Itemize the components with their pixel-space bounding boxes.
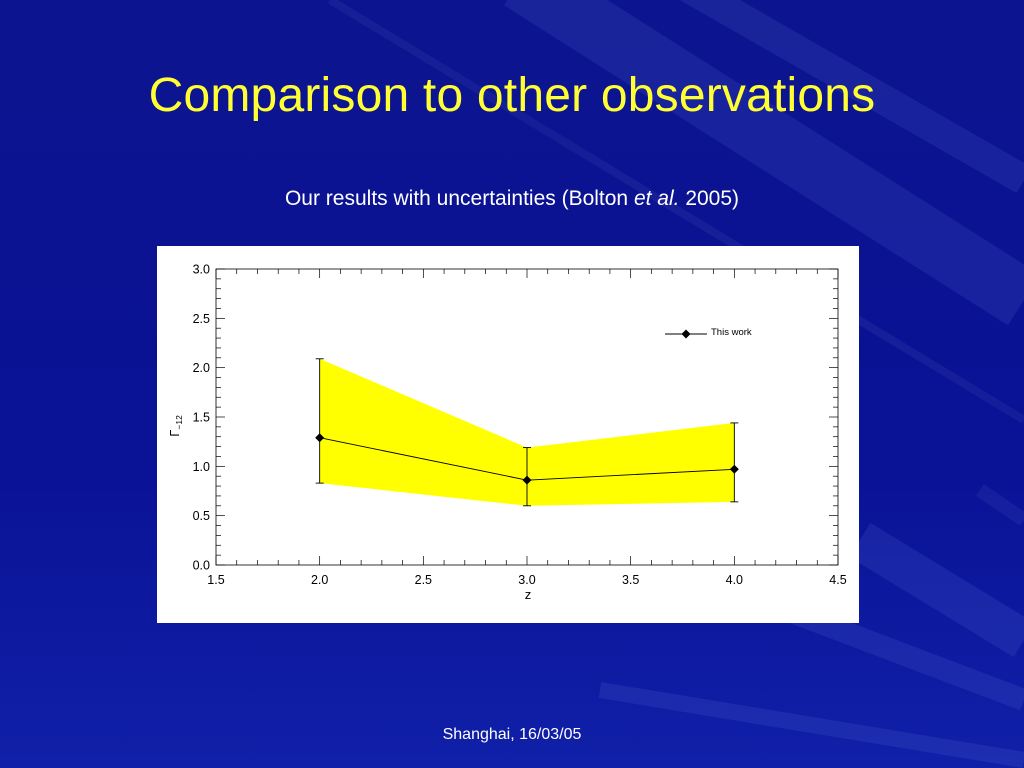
data-point-diamond: [315, 433, 325, 443]
y-tick-label: 3.0: [193, 263, 210, 277]
subtitle-italic: et al.: [633, 187, 680, 210]
y-tick-label: 0.0: [193, 559, 210, 573]
y-axis-label-main: Γ: [167, 430, 182, 437]
data-point-diamond: [522, 475, 532, 485]
y-axis-label: Γ−12: [167, 415, 184, 437]
data-point-diamond: [729, 464, 739, 474]
slide-subtitle: Our results with uncertainties (Bolton e…: [0, 187, 1024, 211]
y-tick-label: 2.0: [193, 361, 210, 375]
x-tick-label: 1.5: [207, 573, 224, 587]
chart-container: 1.5 2.0 2.5 3.0 3.5 4.0 4.5 0.0 0.5 1.0 1.5 2.0 2.5 3…: [157, 246, 859, 623]
y-tick-label: 0.5: [193, 509, 210, 523]
x-tick-label: 2.5: [415, 573, 432, 587]
x-tick-label: 4.0: [726, 573, 743, 587]
chart-svg: 1.5 2.0 2.5 3.0 3.5 4.0 4.5 0.0 0.5 1.0 1.5 2.0 2.5 3…: [167, 263, 847, 603]
plot-frame: [215, 268, 839, 566]
legend-marker: [681, 329, 691, 339]
x-tick-label: 3.0: [518, 573, 535, 587]
x-tick-label: 4.5: [829, 573, 846, 587]
y-axis-label-sub: −12: [174, 415, 184, 430]
slide-title: Comparison to other observations: [148, 69, 876, 122]
x-tick-label: 3.5: [622, 573, 639, 587]
uncertainty-band: [319, 358, 735, 506]
x-tick-label: 2.0: [311, 573, 328, 587]
subtitle-year: 2005): [679, 187, 740, 210]
slide-footer: Shanghai, 16/03/05: [442, 726, 582, 743]
y-tick-label: 2.5: [193, 312, 210, 326]
y-tick-label: 1.0: [193, 460, 210, 474]
legend-label: This work: [711, 327, 752, 338]
x-axis-label: z: [525, 587, 532, 602]
subtitle-text: Our results with uncertainties (Bolton: [284, 187, 634, 210]
y-tick-label: 1.5: [193, 411, 210, 425]
